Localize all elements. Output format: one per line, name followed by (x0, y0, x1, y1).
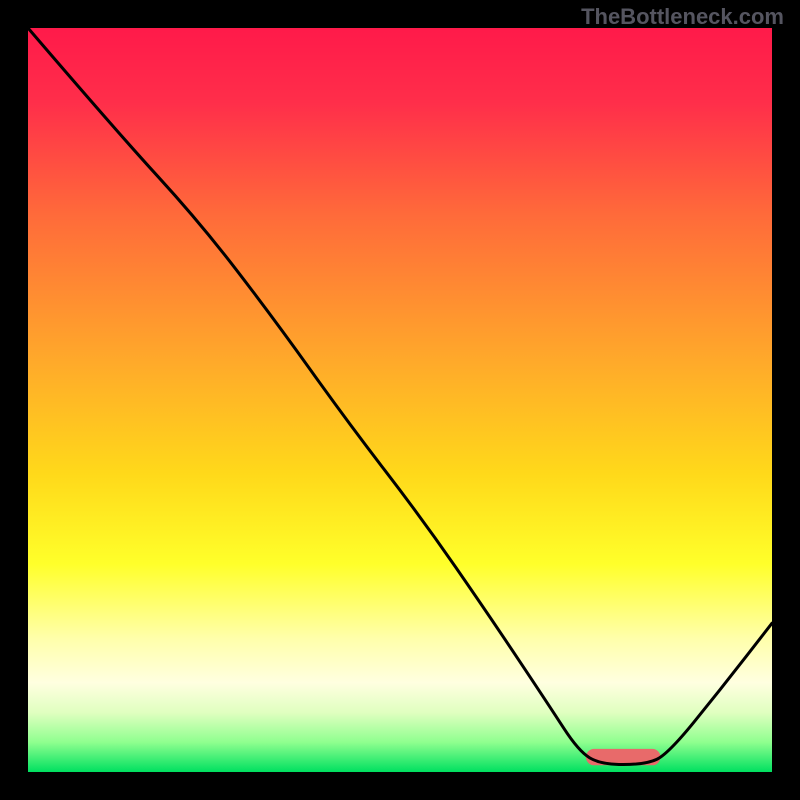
watermark-text: TheBottleneck.com (581, 4, 784, 30)
gradient-line-chart-svg (0, 0, 800, 800)
plot-gradient-background (28, 28, 772, 772)
chart-stage: TheBottleneck.com (0, 0, 800, 800)
